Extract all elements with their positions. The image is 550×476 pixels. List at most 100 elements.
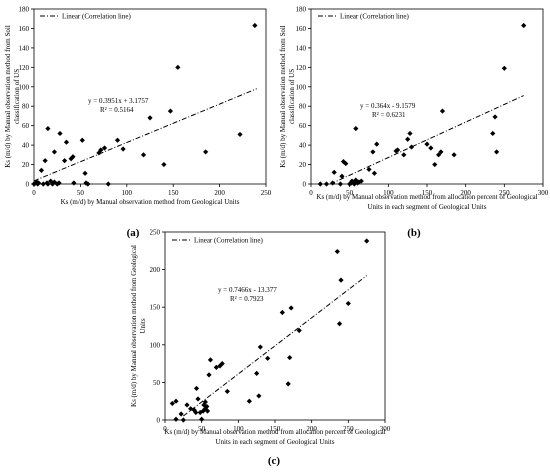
- data-point: [288, 305, 294, 311]
- y-axis-label: Ks (m/d) by Manual observation method fr…: [4, 25, 12, 168]
- data-point: [71, 180, 77, 186]
- y-tick-label: 100: [296, 83, 307, 91]
- legend-label: Linear (Correlation line): [62, 13, 131, 21]
- y-tick-label: 140: [19, 44, 30, 52]
- data-point: [401, 152, 407, 158]
- y-tick-label: 80: [22, 103, 30, 111]
- plot-frame: [164, 231, 386, 421]
- data-point: [63, 139, 70, 145]
- r-squared-label: R² = 0.6231: [372, 111, 406, 119]
- data-point: [101, 145, 108, 151]
- y-tick-label: 100: [19, 83, 30, 91]
- data-point: [98, 147, 104, 153]
- data-point: [82, 170, 88, 176]
- x-tick-label: 300: [380, 425, 391, 433]
- data-point: [45, 125, 51, 132]
- data-point: [256, 393, 262, 399]
- data-point: [353, 125, 359, 132]
- x-tick-label: 200: [306, 425, 317, 433]
- data-point: [219, 361, 225, 367]
- data-point: [339, 173, 345, 179]
- data-point: [428, 145, 434, 151]
- x-tick-label: 50: [77, 189, 85, 197]
- y-tick-label: 50: [153, 379, 161, 387]
- data-point: [40, 181, 46, 187]
- data-point: [279, 309, 285, 316]
- regression-equation: y = 0.364x - 9.1579: [360, 102, 416, 110]
- data-point: [494, 149, 500, 155]
- data-point: [323, 181, 330, 187]
- y-axis-label: Units: [139, 318, 147, 333]
- trend-line: [330, 95, 524, 185]
- data-point: [206, 372, 212, 378]
- y-tick-label: 100: [150, 341, 161, 349]
- regression-equation: y = 0.7466x - 13.377: [218, 286, 277, 294]
- data-point: [439, 108, 446, 114]
- data-point: [173, 416, 179, 422]
- x-tick-label: 50: [198, 425, 206, 433]
- data-point: [408, 144, 415, 150]
- data-point: [345, 300, 351, 307]
- y-tick-label: 0: [303, 181, 307, 189]
- plot-frame: [310, 8, 544, 185]
- data-point: [204, 408, 211, 414]
- data-point: [438, 149, 444, 155]
- data-point: [224, 388, 230, 395]
- data-point: [201, 402, 207, 408]
- data-point: [202, 399, 208, 405]
- x-tick-label: 200: [214, 189, 225, 197]
- data-point: [204, 403, 210, 410]
- data-point: [167, 108, 174, 114]
- x-tick-label: 250: [261, 189, 272, 197]
- x-tick-label: 0: [32, 189, 36, 197]
- data-point: [334, 248, 340, 255]
- data-point: [405, 136, 411, 142]
- data-point: [407, 130, 413, 137]
- legend-label: Linear (Correlation line): [340, 13, 409, 21]
- data-point: [193, 409, 199, 416]
- data-point: [193, 385, 200, 392]
- x-tick-label: 0: [163, 425, 167, 433]
- x-axis-label: Ks (m/d) by Manual observation method fr…: [316, 193, 537, 201]
- legend-label: Linear (Correlation line): [194, 237, 263, 245]
- data-point: [451, 152, 457, 158]
- y-tick-label: 80: [299, 103, 307, 111]
- y-tick-label: 60: [299, 122, 307, 130]
- chart-panel-b: 0 50 100 150 200 250 300 0 20 40 60 80 100 120 140 160 1…: [279, 6, 549, 240]
- x-axis-label: Ks (m/d) by Manual observation method fr…: [61, 198, 240, 206]
- x-tick-label: 100: [233, 425, 244, 433]
- y-tick-label: 200: [150, 266, 161, 274]
- data-point: [338, 277, 344, 283]
- data-point: [56, 180, 62, 186]
- y-tick-label: 40: [22, 142, 30, 150]
- plot-frame: [33, 8, 267, 185]
- data-point: [161, 161, 167, 168]
- panel-label: (c): [268, 455, 281, 467]
- data-point: [374, 141, 380, 147]
- data-point: [432, 161, 438, 168]
- data-point: [336, 321, 343, 327]
- y-tick-label: 150: [150, 304, 161, 312]
- data-point: [175, 64, 181, 70]
- panel-label: (a): [127, 227, 140, 239]
- data-point: [343, 160, 349, 167]
- trend-line: [183, 275, 367, 417]
- y-tick-label: 20: [299, 161, 307, 169]
- data-point: [370, 149, 376, 155]
- data-point: [287, 354, 293, 361]
- data-point: [184, 402, 190, 408]
- y-tick-label: 180: [19, 6, 30, 14]
- r-squared-label: R² = 0.5164: [100, 106, 134, 114]
- x-tick-label: 150: [422, 189, 433, 197]
- data-point: [169, 400, 175, 407]
- data-point: [180, 417, 186, 423]
- data-point: [207, 357, 214, 363]
- data-point: [57, 130, 63, 137]
- data-point: [246, 398, 252, 404]
- x-tick-label: 0: [309, 189, 313, 197]
- y-tick-label: 0: [26, 181, 30, 189]
- data-point: [521, 22, 527, 29]
- x-tick-label: 50: [346, 189, 354, 197]
- data-point: [38, 167, 45, 173]
- data-point: [178, 411, 184, 417]
